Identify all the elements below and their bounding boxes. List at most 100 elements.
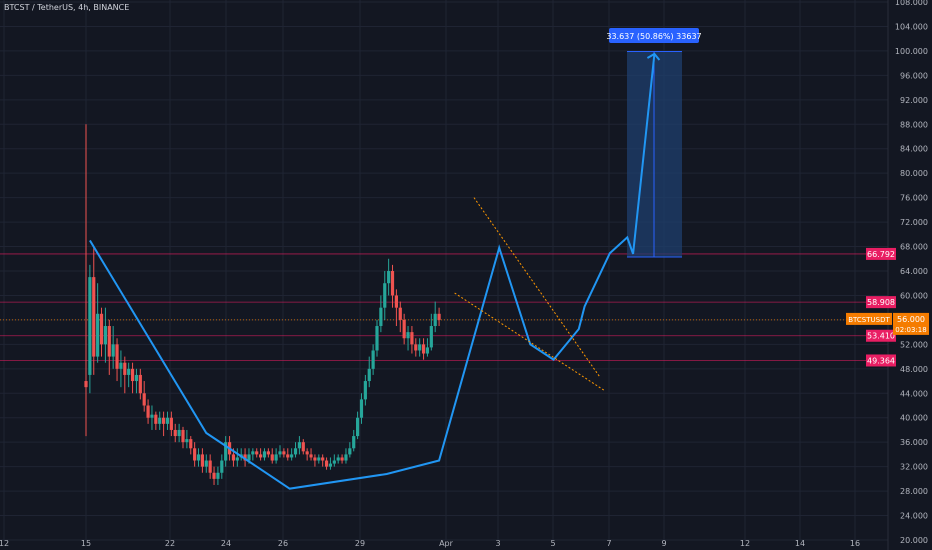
candle-body bbox=[336, 457, 340, 461]
candle-body bbox=[150, 414, 154, 418]
candle-body bbox=[410, 332, 414, 345]
level-badge bbox=[866, 329, 896, 342]
candle-body bbox=[406, 332, 410, 339]
x-tick-label: 16 bbox=[850, 539, 860, 548]
candle-body bbox=[88, 277, 92, 375]
y-tick-label: 108.000 bbox=[895, 0, 928, 7]
candle-body bbox=[142, 393, 146, 406]
candle-body bbox=[398, 307, 402, 320]
candle-body bbox=[185, 439, 189, 443]
x-tick-label: 15 bbox=[81, 539, 91, 548]
level-badge-label: 66.792 bbox=[867, 250, 895, 259]
candle-body bbox=[262, 451, 267, 458]
candle-body bbox=[371, 350, 375, 369]
candle-body bbox=[115, 344, 119, 369]
candle-body bbox=[162, 417, 166, 424]
y-tick-label: 40.000 bbox=[900, 414, 928, 423]
candle-body bbox=[96, 313, 100, 357]
candle-body bbox=[247, 454, 251, 461]
x-tick-label: 12 bbox=[740, 539, 750, 548]
candle-body bbox=[84, 381, 88, 388]
y-tick-label: 36.000 bbox=[900, 438, 928, 447]
candle-body bbox=[433, 313, 437, 327]
level-badge-label: 58.908 bbox=[867, 298, 895, 307]
candle-body bbox=[328, 463, 333, 467]
y-tick-label: 92.000 bbox=[900, 96, 928, 105]
candle-body bbox=[220, 460, 224, 473]
candle-body bbox=[196, 454, 201, 461]
candle-body bbox=[255, 451, 259, 455]
candle-body bbox=[99, 313, 104, 345]
candle-body bbox=[111, 344, 115, 357]
candle-body bbox=[286, 454, 290, 458]
chart-title: BTCST / TetherUS, 4h, BINANCE bbox=[4, 3, 130, 12]
candle-body bbox=[123, 362, 127, 375]
y-tick-label: 32.000 bbox=[900, 463, 928, 472]
candle-body bbox=[418, 344, 422, 351]
pattern-polyline bbox=[89, 53, 656, 490]
candle-body bbox=[297, 442, 301, 449]
price-badges: 66.792 58.908 53.410 49.364 BTCSTUSDT 56.000 0… bbox=[846, 247, 929, 367]
level-badge bbox=[866, 354, 896, 367]
price-axis[interactable]: 20.000 24.000 28.000 32.000 36.000 40.000 44.0… bbox=[887, 0, 928, 550]
y-tick-label: 72.000 bbox=[900, 218, 928, 227]
candle-body bbox=[169, 417, 173, 430]
symbol-badge-label: BTCSTUSDT bbox=[848, 316, 890, 324]
x-tick-label: 24 bbox=[221, 539, 231, 548]
candle-body bbox=[204, 460, 208, 467]
y-tick-label: 64.000 bbox=[900, 267, 928, 276]
level-badge-label: 53.410 bbox=[867, 332, 895, 341]
candle-body bbox=[344, 454, 348, 461]
wedge-line bbox=[473, 197, 601, 378]
candle-body bbox=[189, 439, 193, 449]
candle-body bbox=[421, 344, 426, 354]
current-price-value: 56.000 bbox=[897, 315, 925, 324]
measure-box[interactable]: 33.637 (50.86%) 33637 bbox=[606, 28, 702, 258]
candle-body bbox=[340, 457, 344, 461]
y-tick-label: 28.000 bbox=[900, 487, 928, 496]
x-tick-label: 9 bbox=[661, 539, 666, 548]
time-axis[interactable]: 12 15 22 24 26 29 Apr 3 5 7 9 12 14 16 bbox=[0, 539, 860, 548]
candle-body bbox=[290, 454, 294, 458]
candle-body bbox=[251, 451, 255, 455]
x-tick-label: 29 bbox=[355, 539, 365, 548]
y-tick-label: 20.000 bbox=[900, 536, 928, 545]
y-tick-label: 96.000 bbox=[900, 71, 928, 80]
y-tick-label: 100.000 bbox=[895, 47, 928, 56]
current-price-badge bbox=[893, 312, 929, 335]
candle-body bbox=[177, 429, 181, 437]
candle-body bbox=[138, 374, 142, 394]
candle-body bbox=[165, 417, 170, 424]
x-tick-label: 3 bbox=[495, 539, 500, 548]
candle-body bbox=[394, 295, 398, 308]
candle-body bbox=[305, 451, 309, 455]
candle-body bbox=[429, 326, 433, 348]
y-tick-label: 88.000 bbox=[900, 120, 928, 129]
candle-body bbox=[379, 307, 383, 327]
pattern-arrowhead bbox=[646, 52, 661, 61]
symbol-badge bbox=[846, 312, 892, 325]
level-badge bbox=[866, 247, 896, 260]
pattern-lines[interactable] bbox=[89, 52, 661, 490]
candle-body bbox=[317, 457, 321, 461]
candle-body bbox=[348, 448, 352, 455]
candle-body bbox=[127, 368, 131, 375]
candle-body bbox=[387, 271, 391, 284]
candle-body bbox=[356, 417, 360, 437]
candle-body bbox=[92, 277, 96, 357]
candle-body bbox=[324, 460, 329, 467]
candle-body bbox=[332, 460, 336, 464]
candle-body bbox=[274, 454, 278, 461]
candle-body bbox=[119, 362, 123, 369]
y-tick-label: 60.000 bbox=[900, 291, 928, 300]
candle-body bbox=[216, 472, 220, 479]
candle-body bbox=[231, 454, 236, 461]
candle-body bbox=[130, 368, 135, 382]
candle-body bbox=[278, 451, 282, 455]
x-tick-label: 14 bbox=[795, 539, 805, 548]
y-tick-label: 104.000 bbox=[895, 22, 928, 31]
x-tick-label: 26 bbox=[278, 539, 288, 548]
candle-body bbox=[375, 326, 379, 351]
